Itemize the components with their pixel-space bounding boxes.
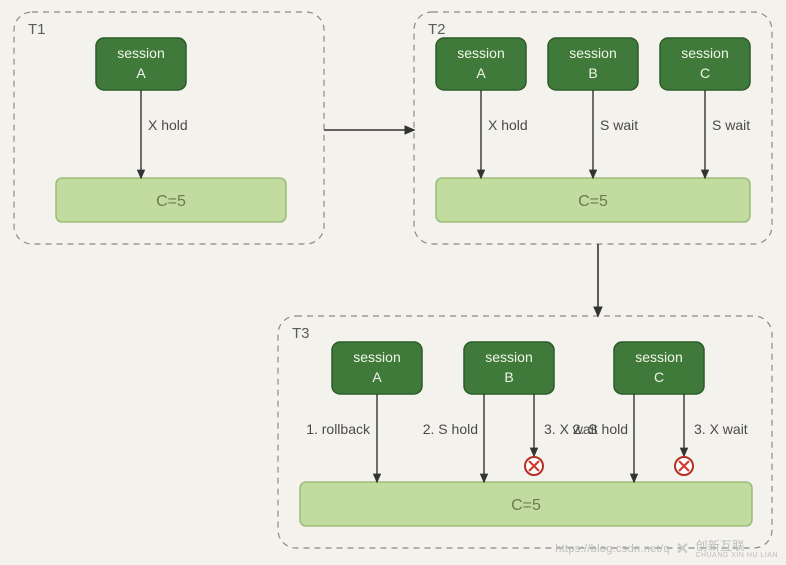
session-label1-t3_b: session [485,349,532,365]
arrow-label-t2_a: X hold [488,117,528,133]
block-icon-t3_c2 [675,457,693,475]
session-label2-t3_b: B [504,369,513,385]
session-label1-t3_c: session [635,349,682,365]
arrow-label-t1_a: X hold [148,117,188,133]
result-label-t3_r: C=5 [511,497,541,514]
session-label1-t1_a: session [117,45,164,61]
arrow-label-t3_c2: 3. X wait [694,421,748,437]
result-label-t2_r: C=5 [578,193,608,210]
block-icon-t3_b2 [525,457,543,475]
session-label2-t2_a: A [476,65,486,81]
arrow-label-t3_a: 1. rollback [306,421,371,437]
diagram-canvas: T1 T2 T3 session Asession Asession Bsession Cse… [0,0,786,565]
session-label1-t2_a: session [457,45,504,61]
arrow-label-t3_c1: 2. S hold [573,421,628,437]
session-label2-t1_a: A [136,65,146,81]
session-label2-t3_a: A [372,369,382,385]
arrow-label-t2_c: S wait [712,117,750,133]
session-label1-t2_b: session [569,45,616,61]
session-label2-t2_c: C [700,65,710,81]
result-label-t1_r: C=5 [156,193,186,210]
arrow-label-t2_b: S wait [600,117,638,133]
session-label1-t2_c: session [681,45,728,61]
panel-label-t2: T2 [428,21,446,38]
panel-label-t1: T1 [28,21,46,38]
session-label2-t3_c: C [654,369,664,385]
session-label2-t2_b: B [588,65,597,81]
panel-label-t3: T3 [292,325,310,342]
arrow-label-t3_b1: 2. S hold [423,421,478,437]
session-label1-t3_a: session [353,349,400,365]
